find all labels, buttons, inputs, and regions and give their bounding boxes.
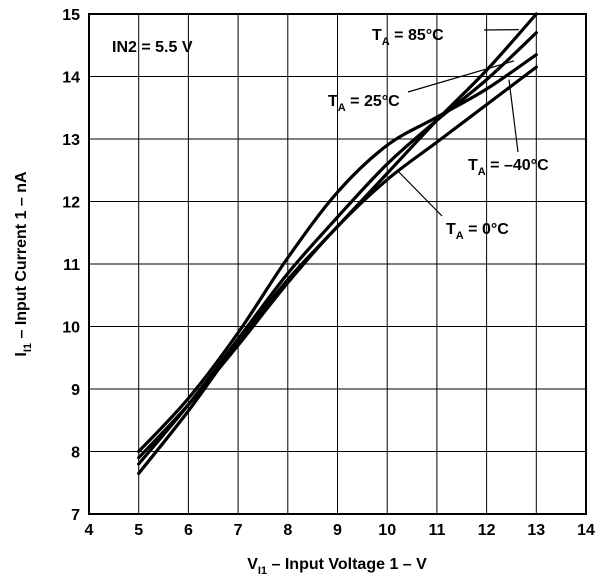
y-tick-label: 9: [71, 382, 80, 399]
y-tick-label: 10: [62, 320, 80, 337]
annotation-leader-1: [407, 60, 515, 93]
x-tick-label: 9: [333, 522, 342, 539]
annotation-leader-2: [508, 79, 519, 153]
condition-label: IN2 = 5.5 V: [112, 39, 193, 56]
annotations: TA = 85°C TA = 25°C TA = –40°C TA = 0°C: [328, 27, 549, 242]
annotation-leaders: [396, 29, 519, 217]
y-tick-label: 13: [62, 132, 80, 149]
x-tick-label: 10: [378, 522, 396, 539]
annotation-0c: TA = 0°C: [446, 221, 509, 242]
y-tick-label: 7: [71, 507, 80, 524]
x-tick-label: 13: [527, 522, 545, 539]
y-tick-label: 11: [63, 257, 80, 274]
x-tick-label: 8: [283, 522, 292, 539]
series-line-2: [137, 53, 538, 454]
x-tick-label: 14: [577, 522, 595, 539]
y-tick-label: 15: [62, 7, 80, 24]
y-tick-label: 12: [62, 195, 80, 212]
annotation-85c: TA = 85°C: [372, 27, 444, 48]
x-tick-label: 4: [85, 522, 94, 539]
annotation-25c: TA = 25°C: [328, 93, 400, 114]
annotation-leader-3: [396, 169, 443, 217]
y-tick-label: 8: [71, 445, 80, 462]
y-axis-title: II1 – Input Current 1 – nA: [13, 171, 34, 357]
annotation-minus40c: TA = –40°C: [468, 157, 549, 178]
grid: [88, 13, 587, 515]
x-tick-label: 12: [478, 522, 496, 539]
series-lines: [137, 12, 538, 475]
x-axis-title: VI1 – Input Voltage 1 – V: [247, 556, 427, 577]
x-tick-labels: 4 5 6 7 8 9 10 11 12 13 14: [85, 522, 595, 539]
x-tick-label: 5: [134, 522, 143, 539]
x-tick-label: 7: [234, 522, 243, 539]
y-tick-labels: 7 8 9 10 11 12 13 14 15: [62, 7, 80, 524]
series-line-3: [137, 65, 538, 460]
y-tick-label: 14: [62, 70, 80, 87]
plot-frame: [88, 13, 587, 515]
x-tick-label: 6: [184, 522, 193, 539]
x-tick-label: 11: [428, 522, 445, 539]
